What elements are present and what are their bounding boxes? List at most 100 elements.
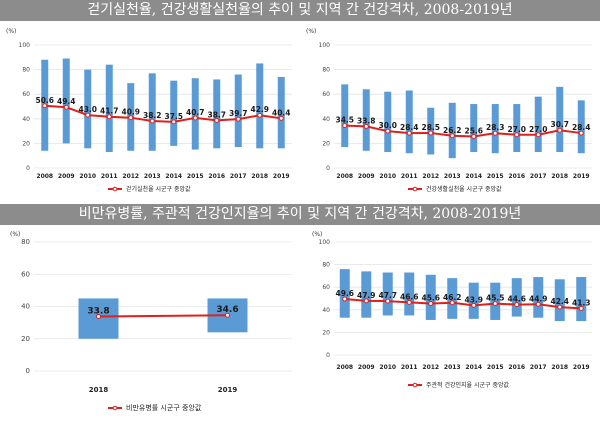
x-tick-label: 2016 [508, 173, 525, 180]
x-tick-label: 2012 [422, 173, 439, 180]
range-bar [170, 80, 178, 146]
y-axis-label: (%) [6, 28, 16, 35]
range-bar [105, 64, 113, 153]
median-point [492, 301, 498, 307]
value-label: 34.6 [216, 305, 238, 315]
x-tick-label: 2019 [573, 173, 590, 180]
y-tick-label: 40 [22, 116, 30, 123]
y-tick-label: 60 [322, 91, 330, 98]
range-bar [447, 278, 458, 319]
x-tick-label: 2019 [573, 364, 590, 371]
chart-obesity-rate-svg: (%) 0 20 40 60 80 33.8 34.6 2018 2019 비만유병률 시군구 중앙… [10, 231, 292, 412]
y-tick-label: 100 [319, 42, 331, 49]
median-point [406, 299, 412, 305]
value-label: 44.6 [507, 295, 526, 304]
range-bar [470, 104, 478, 153]
x-tick-label: 2017 [530, 173, 547, 180]
median-point [471, 302, 477, 308]
value-label: 45.6 [421, 293, 440, 302]
median-point [535, 301, 541, 307]
value-label: 49.6 [335, 289, 354, 298]
x-tick-label: 2014 [465, 173, 482, 180]
x-tick-label: 2010 [379, 173, 396, 180]
x-tick-label: 2008 [36, 173, 53, 180]
median-point [363, 298, 369, 304]
value-label: 38.7 [207, 110, 226, 119]
range-bar [234, 74, 242, 148]
value-label: 44.9 [529, 294, 548, 303]
median-point [557, 304, 563, 310]
y-tick-label: 100 [319, 239, 331, 246]
median-line [344, 297, 582, 310]
value-label: 47.9 [357, 291, 376, 300]
legend-label: 비만유병률 시군구 중앙값 [126, 403, 202, 412]
y-tick-label: 20 [322, 329, 330, 336]
median-line [344, 124, 582, 138]
median-point [557, 127, 563, 133]
range-bar [382, 272, 393, 316]
value-label: 43.0 [78, 105, 97, 114]
range-bar [556, 86, 564, 153]
value-label: 34.5 [335, 116, 354, 125]
value-label: 46.2 [443, 293, 462, 302]
value-label: 25.6 [464, 127, 483, 136]
median-point [235, 116, 241, 122]
x-tick-label: 2014 [465, 364, 482, 371]
range-bar [191, 78, 199, 150]
median-point [171, 119, 177, 125]
value-label: 38.2 [143, 111, 162, 120]
range-bar [533, 277, 544, 318]
legend-point-swatch [112, 186, 118, 192]
value-label: 30.0 [378, 121, 397, 130]
value-label: 26.2 [443, 126, 462, 135]
x-tick-label: 2017 [530, 364, 547, 371]
median-point [85, 112, 91, 118]
x-tick-label: 2012 [122, 173, 139, 180]
value-label: 40.9 [121, 108, 140, 117]
x-tick-label: 2013 [444, 364, 461, 371]
x-tick-label: 2018 [551, 173, 568, 180]
median-point [96, 313, 101, 319]
median-point [428, 300, 434, 306]
x-tick-label: 2015 [187, 173, 204, 180]
range-bar [256, 63, 264, 149]
range-bar [404, 272, 415, 316]
range-bar [84, 69, 92, 149]
x-tick-label: 2012 [422, 364, 439, 371]
median-line [98, 314, 228, 318]
median-point [106, 114, 112, 120]
value-label: 40.4 [272, 108, 291, 117]
y-tick-label: 100 [19, 42, 31, 49]
y-axis-label: (%) [312, 231, 322, 238]
median-point [225, 312, 230, 318]
y-tick-label: 60 [22, 91, 30, 98]
value-label: 49.4 [57, 97, 76, 106]
range-bar [384, 91, 392, 153]
range-bar [468, 282, 479, 319]
value-label: 40.7 [186, 108, 205, 117]
y-tick-label: 0 [326, 165, 330, 172]
y-tick-label: 20 [322, 140, 330, 147]
y-tick-label: 20 [22, 140, 30, 147]
y-tick-label: 40 [21, 303, 30, 311]
median-point [342, 123, 348, 129]
median-point [385, 298, 391, 304]
x-tick-label: 2014 [165, 173, 182, 180]
x-tick-label: 2009 [58, 173, 75, 180]
value-label: 27.0 [529, 125, 548, 134]
value-label: 28.4 [572, 123, 591, 132]
x-tick-label: 2010 [379, 364, 396, 371]
median-line [44, 104, 282, 123]
y-axis-label: (%) [306, 28, 316, 35]
value-label: 41.3 [572, 298, 591, 307]
x-tick-label: 2010 [79, 173, 96, 180]
x-tick-label: 2018 [551, 364, 568, 371]
chart-self-rated-health: (%) 0 20 40 60 80 100 49.6 47.9 47.7 46.6 45.6 46.2 4… [300, 225, 600, 425]
x-tick-label: 2008 [336, 173, 353, 180]
y-tick-label: 80 [322, 262, 330, 269]
x-tick-label: 2011 [401, 364, 418, 371]
y-tick-label: 60 [322, 284, 330, 291]
median-point [514, 302, 520, 308]
